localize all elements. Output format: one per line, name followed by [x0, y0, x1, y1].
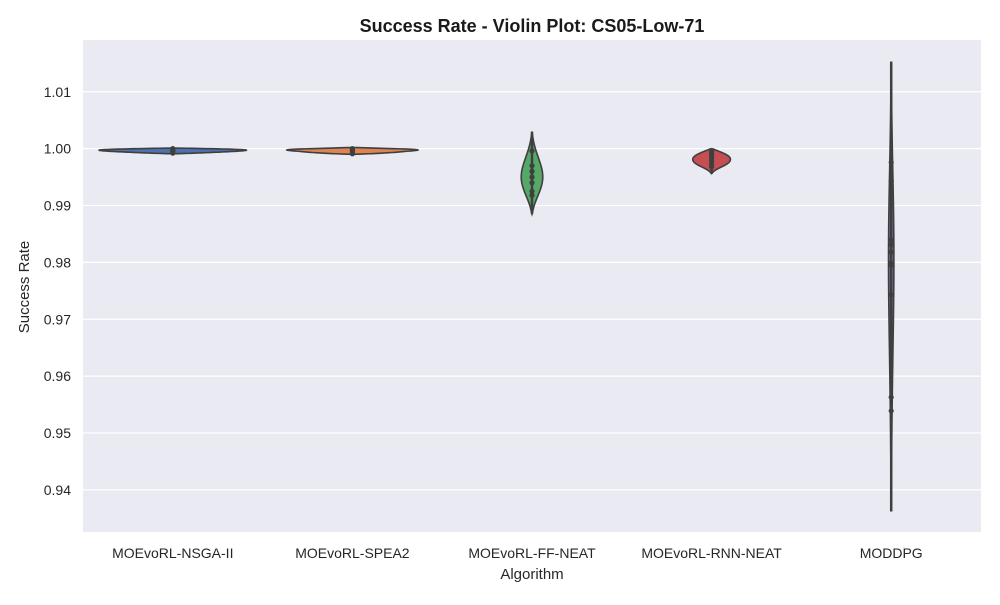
y-tick-label: 0.97 — [44, 311, 71, 327]
data-point — [888, 292, 894, 298]
data-point — [529, 188, 535, 194]
data-point — [529, 192, 535, 198]
y-tick-label: 0.98 — [44, 254, 71, 270]
y-tick-label: 0.96 — [44, 368, 71, 384]
data-point — [709, 148, 715, 154]
x-tick-label: MOEvoRL-FF-NEAT — [468, 545, 596, 561]
data-point — [529, 168, 535, 174]
x-tick-label: MOEvoRL-NSGA-II — [112, 545, 233, 561]
data-point — [888, 394, 894, 400]
plot-background — [83, 40, 981, 532]
violin-moevorl-rnn-neat — [691, 147, 732, 175]
x-axis-label: Algorithm — [500, 566, 563, 583]
x-tick-labels: MOEvoRL-NSGA-II MOEvoRL-SPEA2 MOEvoRL-FF-N… — [112, 545, 923, 561]
x-tick-label: MODDPG — [860, 545, 923, 561]
violin-moevorl-spea2 — [285, 146, 420, 157]
violins — [98, 61, 895, 512]
chart-title: Success Rate - Violin Plot: CS05-Low-71 — [360, 16, 705, 36]
y-tick-label: 0.95 — [44, 425, 71, 441]
data-point — [888, 159, 894, 165]
y-axis-label: Success Rate — [16, 241, 33, 334]
y-tick-label: 0.94 — [44, 482, 71, 498]
violin-moevorl-nsga-ii — [98, 146, 248, 156]
data-point — [888, 408, 894, 414]
data-point — [888, 242, 894, 248]
data-point — [170, 146, 176, 152]
data-point — [529, 180, 535, 186]
violin-moddpg — [887, 61, 895, 512]
data-point — [529, 148, 535, 154]
x-tick-label: MOEvoRL-SPEA2 — [295, 545, 410, 561]
data-point — [529, 163, 535, 169]
violin-moevorl-ff-neat — [520, 131, 544, 217]
data-point — [888, 260, 894, 266]
x-tick-label: MOEvoRL-RNN-NEAT — [641, 545, 782, 561]
y-tick-labels: 0.94 0.95 0.96 0.97 0.98 0.99 1.00 1.01 — [44, 84, 71, 498]
data-point — [349, 146, 355, 152]
data-point — [888, 249, 894, 255]
y-tick-label: 1.01 — [44, 84, 71, 100]
data-point — [888, 237, 894, 243]
y-tick-label: 1.00 — [44, 141, 71, 157]
data-point — [529, 174, 535, 180]
data-point — [888, 178, 894, 184]
y-tick-label: 0.99 — [44, 198, 71, 214]
